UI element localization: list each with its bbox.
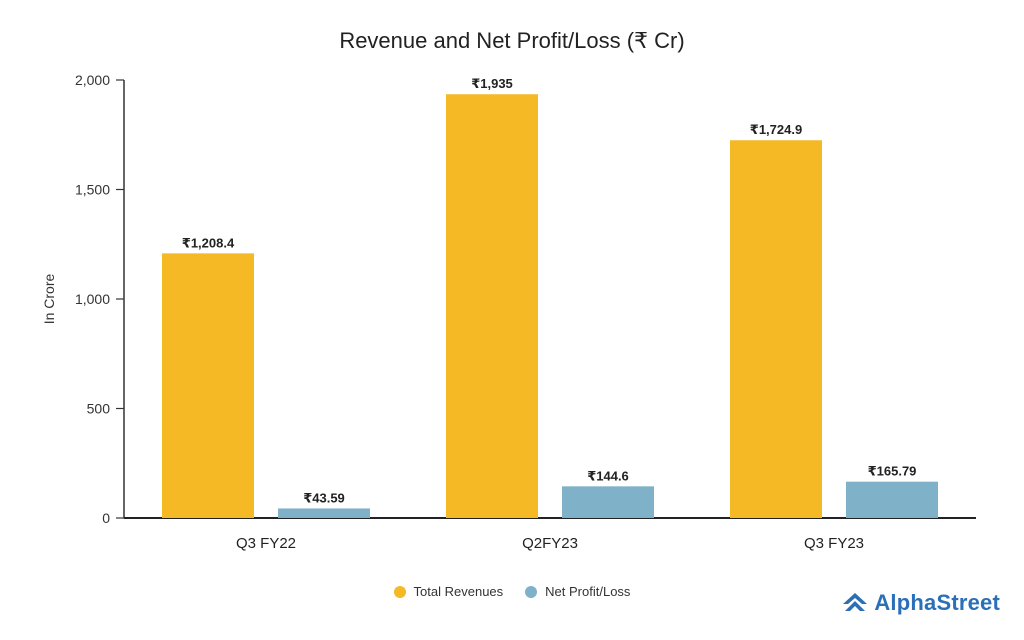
legend-item-net-profit-loss: Net Profit/Loss — [525, 584, 630, 599]
data-label: ₹43.59 — [303, 490, 345, 505]
x-category-label: Q2FY23 — [522, 535, 578, 552]
brand-name: AlphaStreet — [874, 590, 1000, 615]
legend-label-total-revenues: Total Revenues — [413, 584, 504, 599]
legend: Total Revenues Net Profit/Loss — [0, 584, 1024, 599]
y-tick-label: 1,000 — [75, 291, 110, 307]
data-label: ₹1,208.4 — [182, 235, 235, 250]
x-category-label: Q3 FY22 — [236, 535, 296, 552]
y-axis-title: In Crore — [41, 274, 57, 325]
data-label: ₹1,935 — [471, 76, 513, 91]
bar-revenue — [730, 140, 822, 519]
bar-net-profit — [562, 486, 654, 518]
bar-net-profit — [846, 481, 938, 518]
y-tick-label: 2,000 — [75, 72, 110, 88]
chart-title: Revenue and Net Profit/Loss (₹ Cr) — [339, 28, 685, 53]
bar-revenue — [446, 94, 538, 519]
brand-logo: AlphaStreet — [842, 590, 1000, 616]
legend-swatch-net-profit-loss — [525, 585, 538, 598]
y-tick-label: 1,500 — [75, 182, 110, 198]
legend-swatch-total-revenues — [393, 585, 406, 598]
data-label: ₹144.6 — [587, 468, 629, 483]
legend-item-total-revenues: Total Revenues — [393, 584, 504, 599]
bar-net-profit — [278, 508, 370, 518]
x-category-label: Q3 FY23 — [804, 535, 864, 552]
alphastreet-logo-icon — [843, 593, 868, 611]
bar-revenue — [162, 253, 254, 518]
legend-label-net-profit-loss: Net Profit/Loss — [545, 584, 631, 599]
data-label: ₹165.79 — [868, 464, 917, 479]
y-tick-label: 0 — [102, 510, 110, 526]
y-tick-label: 500 — [87, 401, 111, 417]
data-label: ₹1,724.9 — [750, 122, 802, 137]
